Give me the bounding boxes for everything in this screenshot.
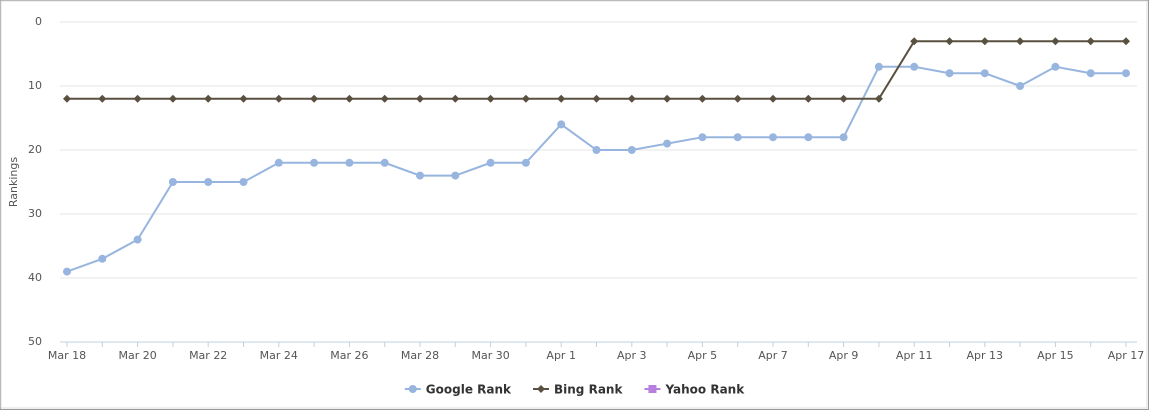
- legend-label: Yahoo Rank: [664, 383, 745, 397]
- x-tick-label: Apr 9: [829, 349, 859, 362]
- x-tick-label: Apr 17: [1108, 349, 1145, 362]
- point: [168, 178, 177, 186]
- point: [733, 94, 742, 103]
- point: [521, 94, 530, 103]
- x-tick-label: Apr 7: [758, 349, 788, 362]
- x-tick-label: Mar 30: [471, 349, 509, 362]
- y-tick-label: 40: [28, 271, 42, 284]
- point: [204, 94, 213, 103]
- x-tick-label: Mar 28: [401, 349, 439, 362]
- point: [1051, 37, 1060, 46]
- x-tick-label: Mar 20: [118, 349, 156, 362]
- point: [451, 94, 460, 103]
- point: [627, 94, 636, 103]
- y-tick-label: 0: [35, 15, 42, 28]
- x-tick-label: Mar 18: [48, 349, 86, 362]
- point: [839, 94, 848, 103]
- point: [380, 158, 389, 167]
- point: [133, 94, 142, 103]
- point: [557, 120, 566, 129]
- x-tick-label: Apr 1: [546, 349, 576, 362]
- point: [239, 94, 248, 103]
- point: [648, 385, 657, 393]
- point: [98, 254, 107, 263]
- point: [1016, 37, 1025, 46]
- y-tick-label: 10: [28, 79, 42, 92]
- point: [204, 178, 213, 186]
- point: [168, 94, 177, 103]
- x-tick-label: Apr 3: [617, 349, 647, 362]
- point: [133, 235, 142, 244]
- point: [63, 94, 71, 103]
- x-tick-label: Apr 5: [688, 349, 718, 362]
- point: [945, 37, 954, 46]
- point: [416, 94, 424, 103]
- x-tick-label: Mar 22: [189, 349, 227, 362]
- point: [1122, 37, 1130, 46]
- point: [274, 94, 283, 103]
- point: [239, 178, 248, 186]
- point: [945, 69, 954, 78]
- point: [592, 94, 601, 103]
- y-tick-label: 20: [28, 143, 42, 156]
- legend-label: Google Rank: [426, 383, 512, 397]
- y-tick-label: 30: [28, 207, 42, 220]
- point: [310, 158, 319, 167]
- point: [416, 171, 424, 180]
- point: [804, 133, 813, 142]
- point: [874, 94, 883, 103]
- point: [380, 94, 389, 103]
- point: [521, 158, 530, 167]
- point: [486, 158, 495, 167]
- point: [804, 94, 813, 103]
- point: [537, 385, 546, 393]
- point: [1122, 69, 1130, 78]
- point: [698, 133, 707, 142]
- x-tick-label: Apr 11: [896, 349, 933, 362]
- point: [1016, 82, 1025, 90]
- point: [980, 69, 989, 78]
- point: [733, 133, 742, 142]
- point: [980, 37, 989, 46]
- point: [345, 158, 354, 167]
- point: [874, 62, 883, 71]
- point: [1051, 62, 1060, 71]
- point: [592, 146, 601, 154]
- legend-label: Bing Rank: [554, 383, 623, 397]
- point: [1086, 37, 1095, 46]
- y-axis-label: Rankings: [7, 157, 20, 207]
- point: [663, 94, 672, 103]
- point: [345, 94, 354, 103]
- point: [910, 37, 919, 46]
- point: [486, 94, 495, 103]
- point: [557, 94, 566, 103]
- point: [274, 158, 283, 167]
- x-tick-label: Mar 24: [260, 349, 298, 362]
- point: [63, 267, 71, 276]
- point: [698, 94, 707, 103]
- point: [663, 139, 672, 148]
- legend: Google Rank Bing Rank Yahoo Rank: [404, 383, 745, 397]
- point: [98, 94, 107, 103]
- x-tick-label: Apr 13: [967, 349, 1004, 362]
- point: [1086, 69, 1095, 78]
- point: [839, 133, 848, 142]
- y-tick-label: 50: [28, 335, 42, 348]
- point: [769, 133, 777, 142]
- point: [408, 385, 417, 393]
- point: [310, 94, 319, 103]
- point: [451, 171, 460, 180]
- x-tick-label: Apr 15: [1037, 349, 1074, 362]
- point: [627, 146, 636, 154]
- x-tick-label: Mar 26: [330, 349, 368, 362]
- point: [910, 62, 919, 71]
- point: [769, 94, 777, 103]
